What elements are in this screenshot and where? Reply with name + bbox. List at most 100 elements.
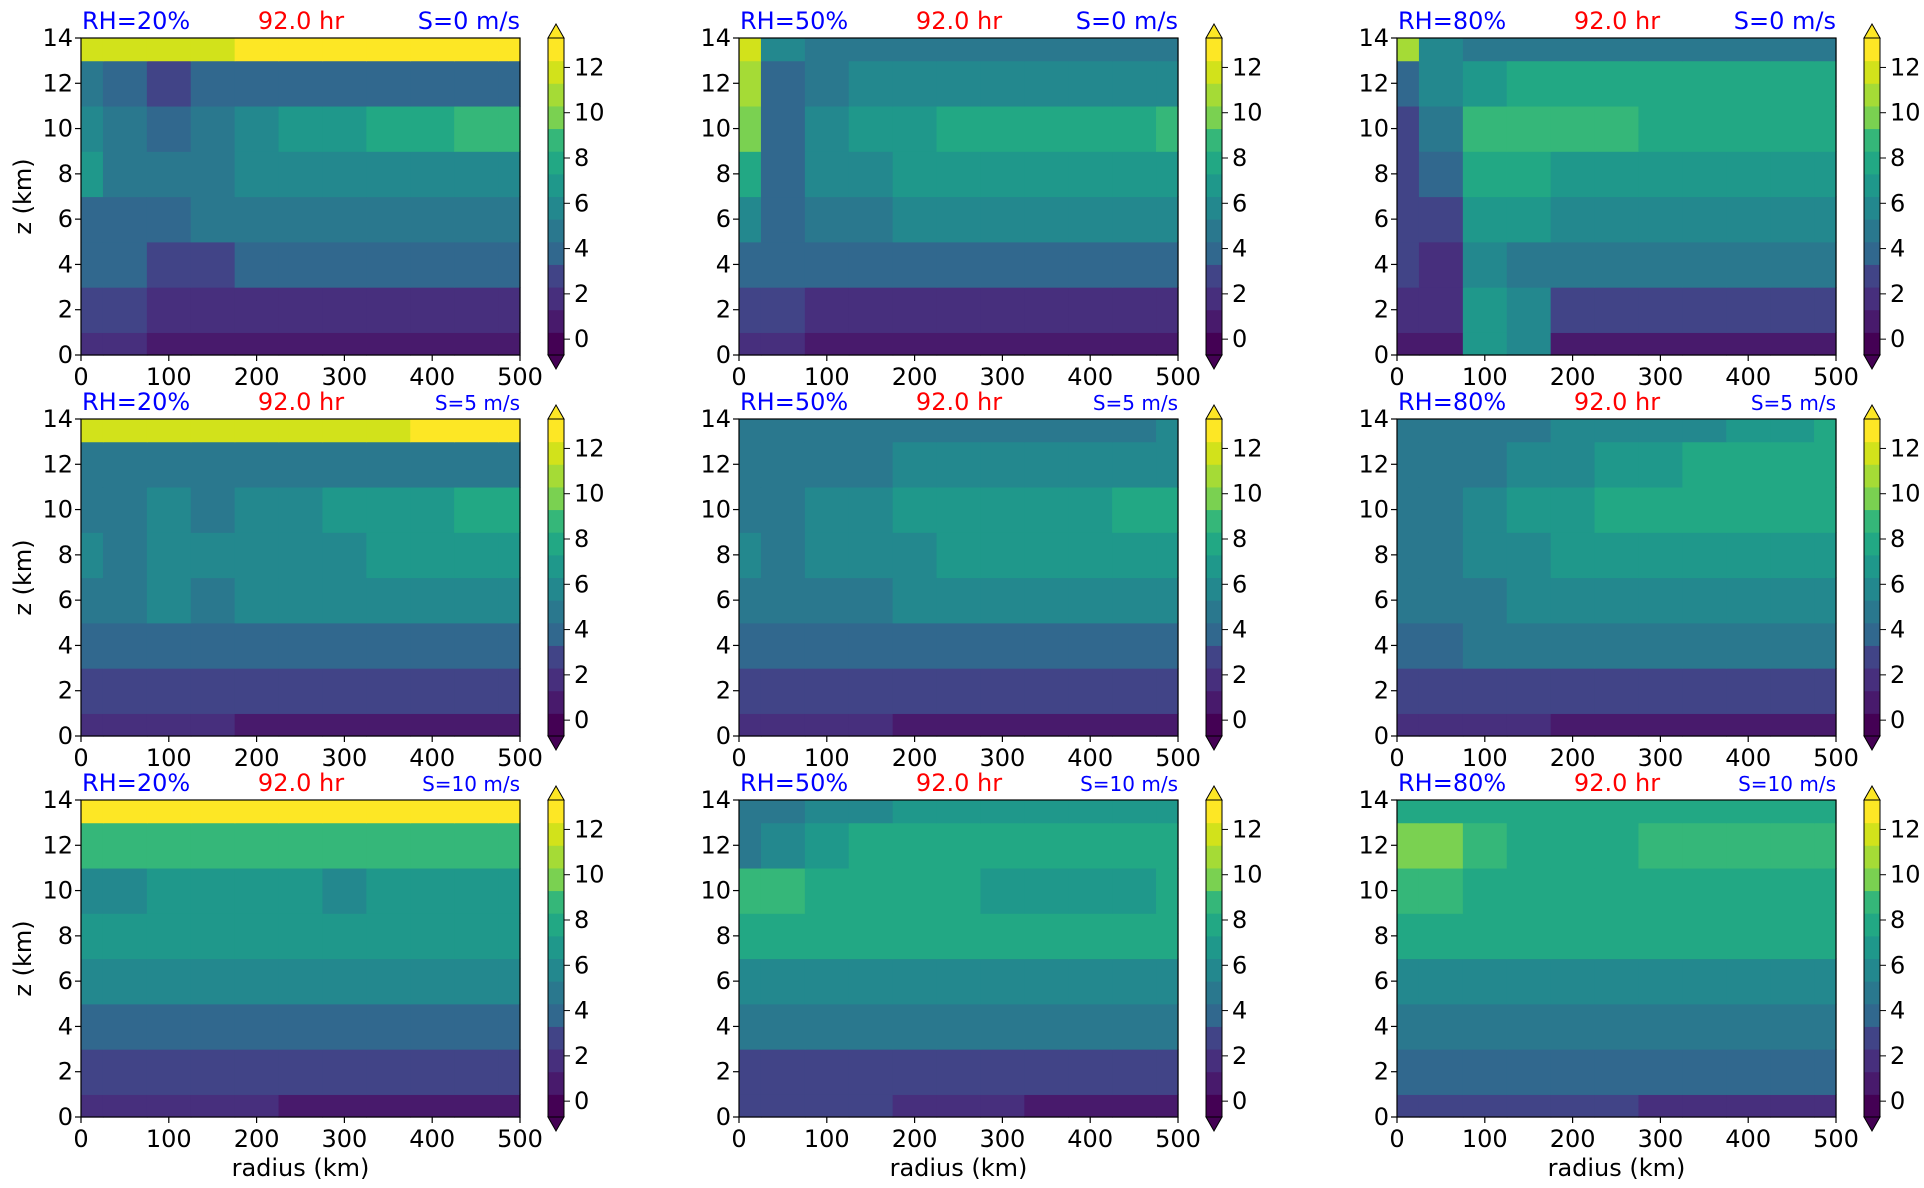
y-tick-label: 2: [716, 296, 731, 324]
heatmap-cell: [81, 668, 104, 714]
plot-frame: [1396, 37, 1837, 356]
y-tick-label: 12: [700, 450, 731, 478]
colorbar-tick-label: 12: [574, 53, 605, 81]
colorbar: 0 2 4 6 8 10 12: [547, 403, 605, 752]
colorbar-segment: [1864, 83, 1880, 107]
y-tick-label: 2: [1374, 296, 1389, 324]
heatmap-cell: [1770, 713, 1815, 737]
heatmap-cell: [892, 105, 938, 152]
colorbar-segment: [1864, 196, 1880, 220]
heatmap-cell: [1068, 419, 1113, 443]
heatmap-cell: [804, 1003, 850, 1050]
colorbar-segment: [548, 958, 564, 982]
heatmap-cell: [234, 577, 280, 624]
y-tick-label: 2: [58, 677, 73, 705]
colorbar-tick-label: 6: [574, 189, 589, 217]
x-tick-label: 300: [321, 744, 367, 772]
heatmap-cell: [146, 1094, 192, 1118]
heatmap-cell: [190, 1094, 236, 1118]
colorbar-tick-label: 4: [1890, 616, 1905, 644]
heatmap-cell: [1068, 241, 1113, 288]
heatmap-cell: [1770, 867, 1815, 914]
heatmap-cell: [81, 332, 104, 356]
heatmap-cell: [1397, 532, 1420, 579]
colorbar-segment: [1206, 264, 1222, 288]
heatmap-cell: [1594, 532, 1640, 579]
colorbar-segment: [1864, 867, 1880, 892]
colorbar-segment: [1864, 845, 1880, 869]
colorbar-extend-min: [1205, 354, 1223, 371]
heatmap-cell: [1638, 1094, 1683, 1118]
heatmap-cell: [1462, 105, 1508, 152]
x-tick-label: 200: [234, 363, 280, 391]
heatmap-cell: [1814, 713, 1837, 737]
heatmap-cell: [1726, 867, 1771, 914]
heatmap-cell: [81, 196, 104, 243]
heatmap-cell: [739, 800, 762, 824]
colorbar-segment: [1864, 800, 1880, 824]
heatmap-cell: [1112, 441, 1157, 488]
heatmap-cell: [892, 913, 938, 960]
colorbar-segment: [1206, 419, 1222, 443]
heatmap-cell: [760, 105, 806, 152]
heatmap-cell: [454, 532, 499, 579]
heatmap-cell: [739, 622, 762, 669]
heatmap-cell: [936, 577, 982, 624]
heatmap-cell: [454, 867, 499, 914]
heatmap-cell: [1770, 241, 1815, 288]
heatmap-cell: [410, 668, 455, 714]
heatmap-cell: [366, 241, 411, 288]
heatmap-cell: [1112, 532, 1157, 579]
heatmap-cell: [454, 441, 499, 488]
heatmap-cell: [739, 822, 762, 869]
heatmap-cell: [498, 60, 521, 107]
heatmap-cell: [366, 913, 411, 960]
heatmap-cell: [804, 38, 850, 62]
heatmap-cell: [366, 1003, 411, 1050]
heatmap-cell: [278, 419, 324, 443]
colorbar-segment: [1864, 554, 1880, 578]
heatmap-cell: [1770, 913, 1815, 960]
x-tick-label: 500: [497, 363, 543, 391]
colorbar-segment: [1864, 1003, 1880, 1027]
heatmap-cell: [1506, 105, 1552, 152]
heatmap-cell: [936, 1094, 982, 1118]
colorbar-segment: [548, 1094, 564, 1118]
heatmap-cells: [739, 419, 1179, 737]
heatmap-cell: [1594, 622, 1640, 669]
heatmap-cell: [366, 577, 411, 624]
colorbar-segment: [1206, 622, 1222, 646]
heatmap-cell: [1726, 441, 1771, 488]
colorbar: 0 2 4 6 8 10 12: [1205, 784, 1263, 1133]
heatmap-cell: [1594, 577, 1640, 624]
heatmap-cell: [804, 287, 850, 333]
heatmap-cell: [146, 622, 192, 669]
colorbar-tick-label: 12: [1232, 53, 1263, 81]
time-label: 92.0 hr: [258, 7, 344, 35]
colorbar-segment: [548, 981, 564, 1005]
heatmap-cell: [804, 713, 850, 737]
heatmap-cell: [1462, 241, 1508, 288]
heatmap-cell: [102, 577, 148, 624]
heatmap-cell: [234, 1003, 280, 1050]
heatmap-cell: [848, 713, 894, 737]
y-tick-label: 6: [58, 205, 73, 233]
heatmap-cell: [146, 577, 192, 624]
heatmap-cell: [1024, 532, 1069, 579]
heatmap-cell: [102, 486, 148, 533]
heatmap-cell: [1418, 196, 1464, 243]
heatmap-cell: [454, 151, 499, 198]
heatmap-cell: [936, 622, 982, 669]
heatmap-cell: [1024, 151, 1069, 198]
heatmap-cell: [980, 822, 1025, 869]
heatmap-cell: [81, 441, 104, 488]
heatmap-cell: [1112, 196, 1157, 243]
y-tick-label: 10: [1358, 115, 1389, 143]
colorbar-segment: [1864, 287, 1880, 311]
heatmap-cell: [410, 1094, 455, 1118]
heatmap-cell: [1770, 38, 1815, 62]
heatmap-cell: [1156, 1094, 1179, 1118]
heatmap-cell: [1418, 913, 1464, 960]
heatmap-cell: [1112, 913, 1157, 960]
